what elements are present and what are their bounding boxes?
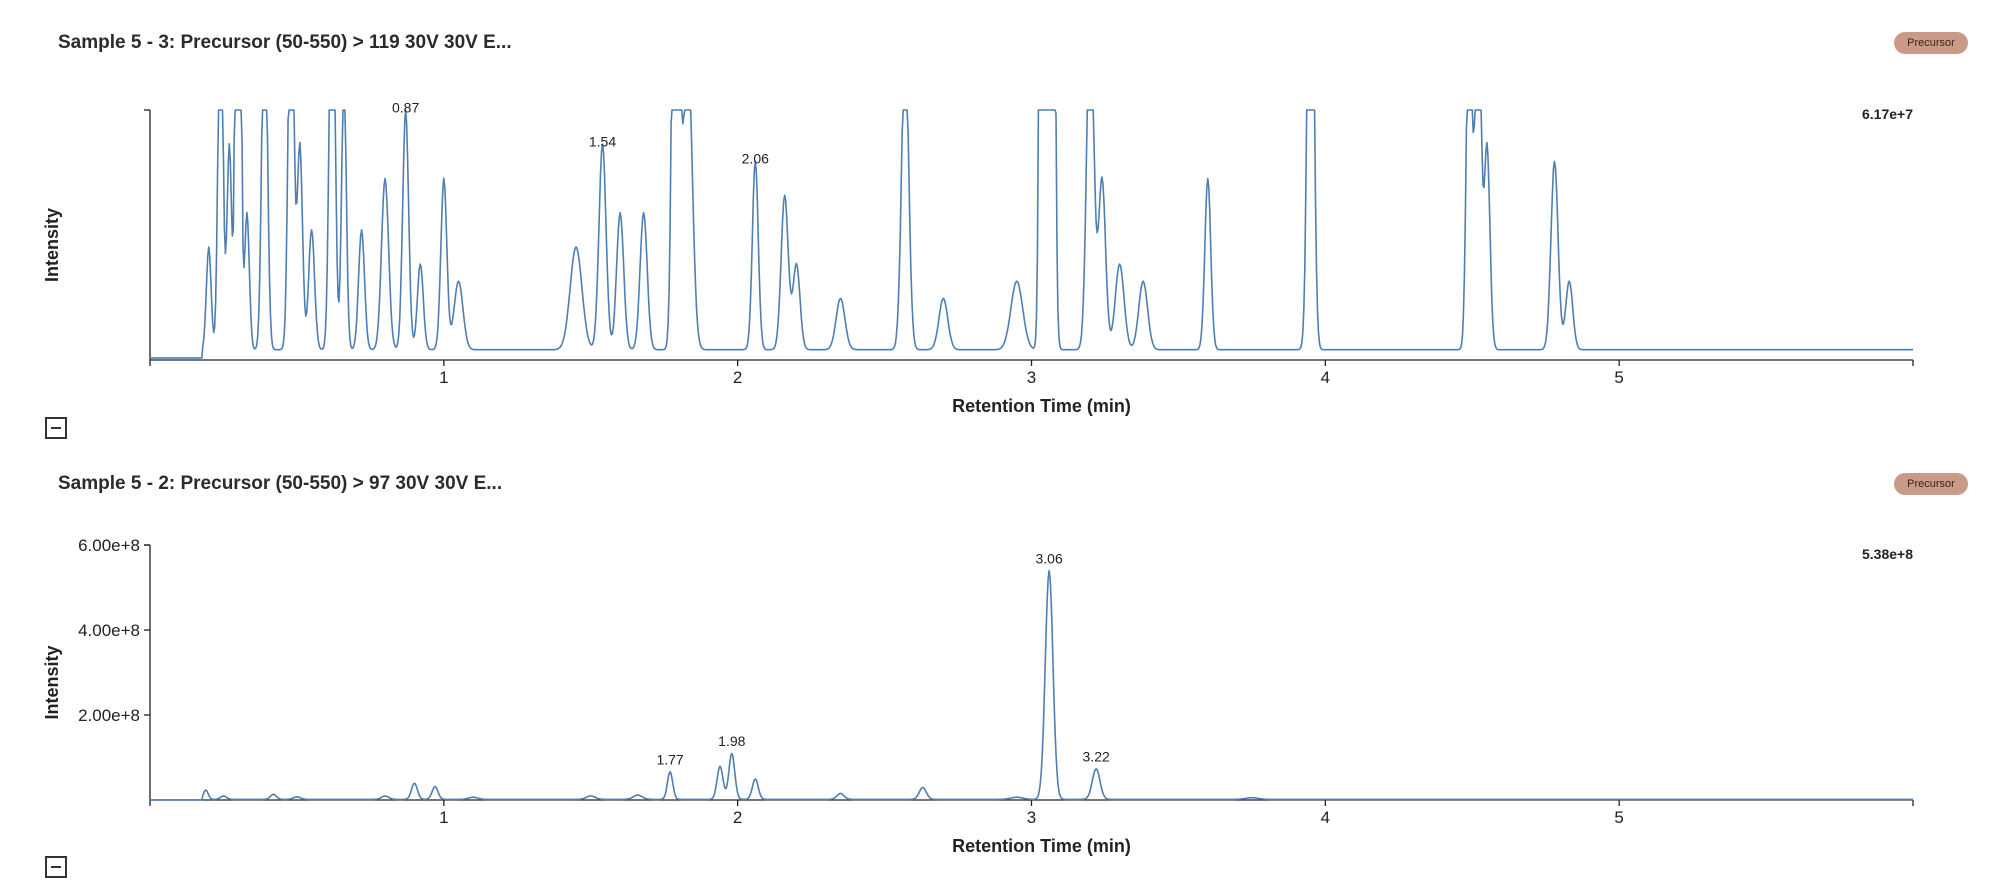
y-axis-label: Intensity — [42, 208, 62, 282]
x-tick-label: 5 — [1614, 368, 1623, 387]
chromatogram-trace — [150, 109, 1913, 359]
peak-label: 1.77 — [656, 751, 683, 767]
x-tick-label: 4 — [1321, 808, 1330, 827]
max-intensity-label: 6.17e+7 — [1862, 106, 1913, 122]
x-tick-label: 4 — [1321, 368, 1330, 387]
peak-label: 0.87 — [392, 99, 419, 115]
x-tick-label: 3 — [1027, 808, 1036, 827]
y-tick-label: 4.00e+8 — [78, 621, 140, 640]
peak-label: 2.06 — [742, 151, 769, 167]
y-tick-label: 6.00e+8 — [78, 536, 140, 555]
peak-label: 3.06 — [1036, 550, 1063, 566]
y-tick-label: 2.00e+8 — [78, 706, 140, 725]
chromatogram-chart-2: 1 2 3 4 5 2.00e+8 4.00e+8 6.00e+8 Retention Time… — [42, 536, 1914, 856]
peak-label: 1.98 — [718, 733, 745, 749]
x-tick-label: 5 — [1614, 808, 1623, 827]
x-tick-label: 1 — [439, 808, 448, 827]
x-tick-label: 1 — [439, 368, 448, 387]
precursor-badge-2: Precursor — [1894, 473, 1968, 495]
minus-square-icon[interactable] — [45, 417, 67, 439]
peak-label: 3.22 — [1083, 748, 1110, 764]
precursor-badge-1: Precursor — [1894, 32, 1968, 54]
x-tick-label: 2 — [733, 808, 742, 827]
x-axis-label: Retention Time (min) — [952, 836, 1131, 856]
x-tick-label: 3 — [1027, 368, 1036, 387]
max-intensity-label: 5.38e+8 — [1862, 546, 1913, 562]
y-axis-label: Intensity — [42, 645, 62, 719]
x-axis-label: Retention Time (min) — [952, 396, 1131, 416]
chart-title-2: Sample 5 - 2: Precursor (50-550) > 97 30… — [58, 473, 503, 494]
chart-title-1: Sample 5 - 3: Precursor (50-550) > 119 3… — [58, 32, 512, 53]
chromatogram-trace — [150, 569, 1913, 801]
peak-label: 1.54 — [589, 134, 616, 150]
x-tick-label: 2 — [733, 368, 742, 387]
minus-square-icon[interactable] — [45, 856, 67, 878]
